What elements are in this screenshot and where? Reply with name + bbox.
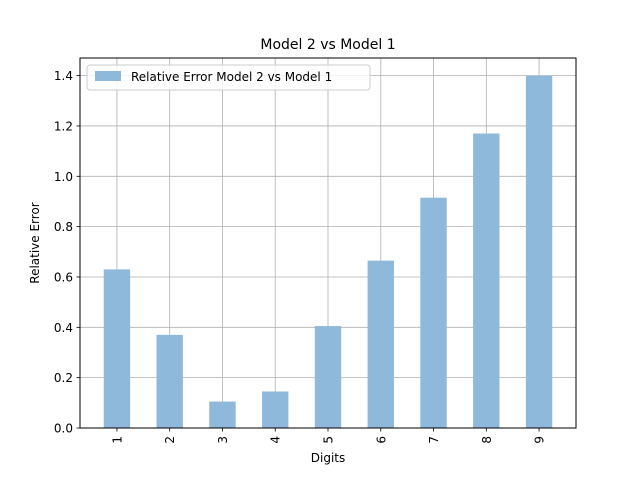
legend: Relative Error Model 2 vs Model 1 bbox=[86, 64, 371, 91]
y-tick-label: 1.4 bbox=[54, 69, 73, 83]
x-axis-ticks: 1 2 3 4 5 6 7 8 9 bbox=[110, 428, 547, 444]
bar-8 bbox=[473, 133, 500, 429]
bar-1 bbox=[103, 269, 131, 428]
bar-9 bbox=[525, 75, 553, 428]
legend-swatch bbox=[95, 71, 121, 81]
bar-4 bbox=[262, 391, 289, 428]
x-tick-label: 9 bbox=[533, 436, 547, 444]
bar-2 bbox=[156, 334, 183, 428]
y-tick-label: 0.8 bbox=[54, 220, 73, 234]
bar-3 bbox=[209, 401, 236, 428]
x-tick-label: 8 bbox=[480, 436, 494, 444]
x-tick-label: 3 bbox=[216, 436, 230, 444]
x-tick-label: 1 bbox=[110, 436, 124, 444]
legend-box bbox=[86, 64, 371, 91]
x-axis-label: Digits bbox=[311, 451, 345, 465]
legend-label: Relative Error Model 2 vs Model 1 bbox=[131, 70, 332, 84]
y-tick-label: 1.2 bbox=[54, 119, 73, 133]
chart-title: Model 2 vs Model 1 bbox=[260, 37, 395, 53]
y-tick-label: 0.6 bbox=[54, 270, 73, 284]
y-axis-ticks: 0.0 0.2 0.4 0.6 0.8 1.0 1.2 1.4 bbox=[54, 69, 80, 436]
y-tick-label: 0.0 bbox=[54, 422, 73, 436]
bar-7 bbox=[420, 197, 447, 428]
bar-5 bbox=[314, 326, 342, 428]
x-tick-label: 4 bbox=[269, 436, 283, 444]
x-tick-label: 5 bbox=[322, 436, 336, 444]
x-tick-label: 6 bbox=[374, 436, 388, 444]
y-tick-label: 0.2 bbox=[54, 371, 73, 385]
bar-6 bbox=[367, 260, 394, 428]
y-axis-label: Relative Error bbox=[28, 202, 42, 284]
x-tick-label: 7 bbox=[427, 436, 441, 444]
bars bbox=[103, 75, 553, 429]
y-tick-label: 1.0 bbox=[54, 170, 73, 184]
x-tick-label: 2 bbox=[163, 436, 177, 444]
y-tick-label: 0.4 bbox=[54, 321, 73, 335]
